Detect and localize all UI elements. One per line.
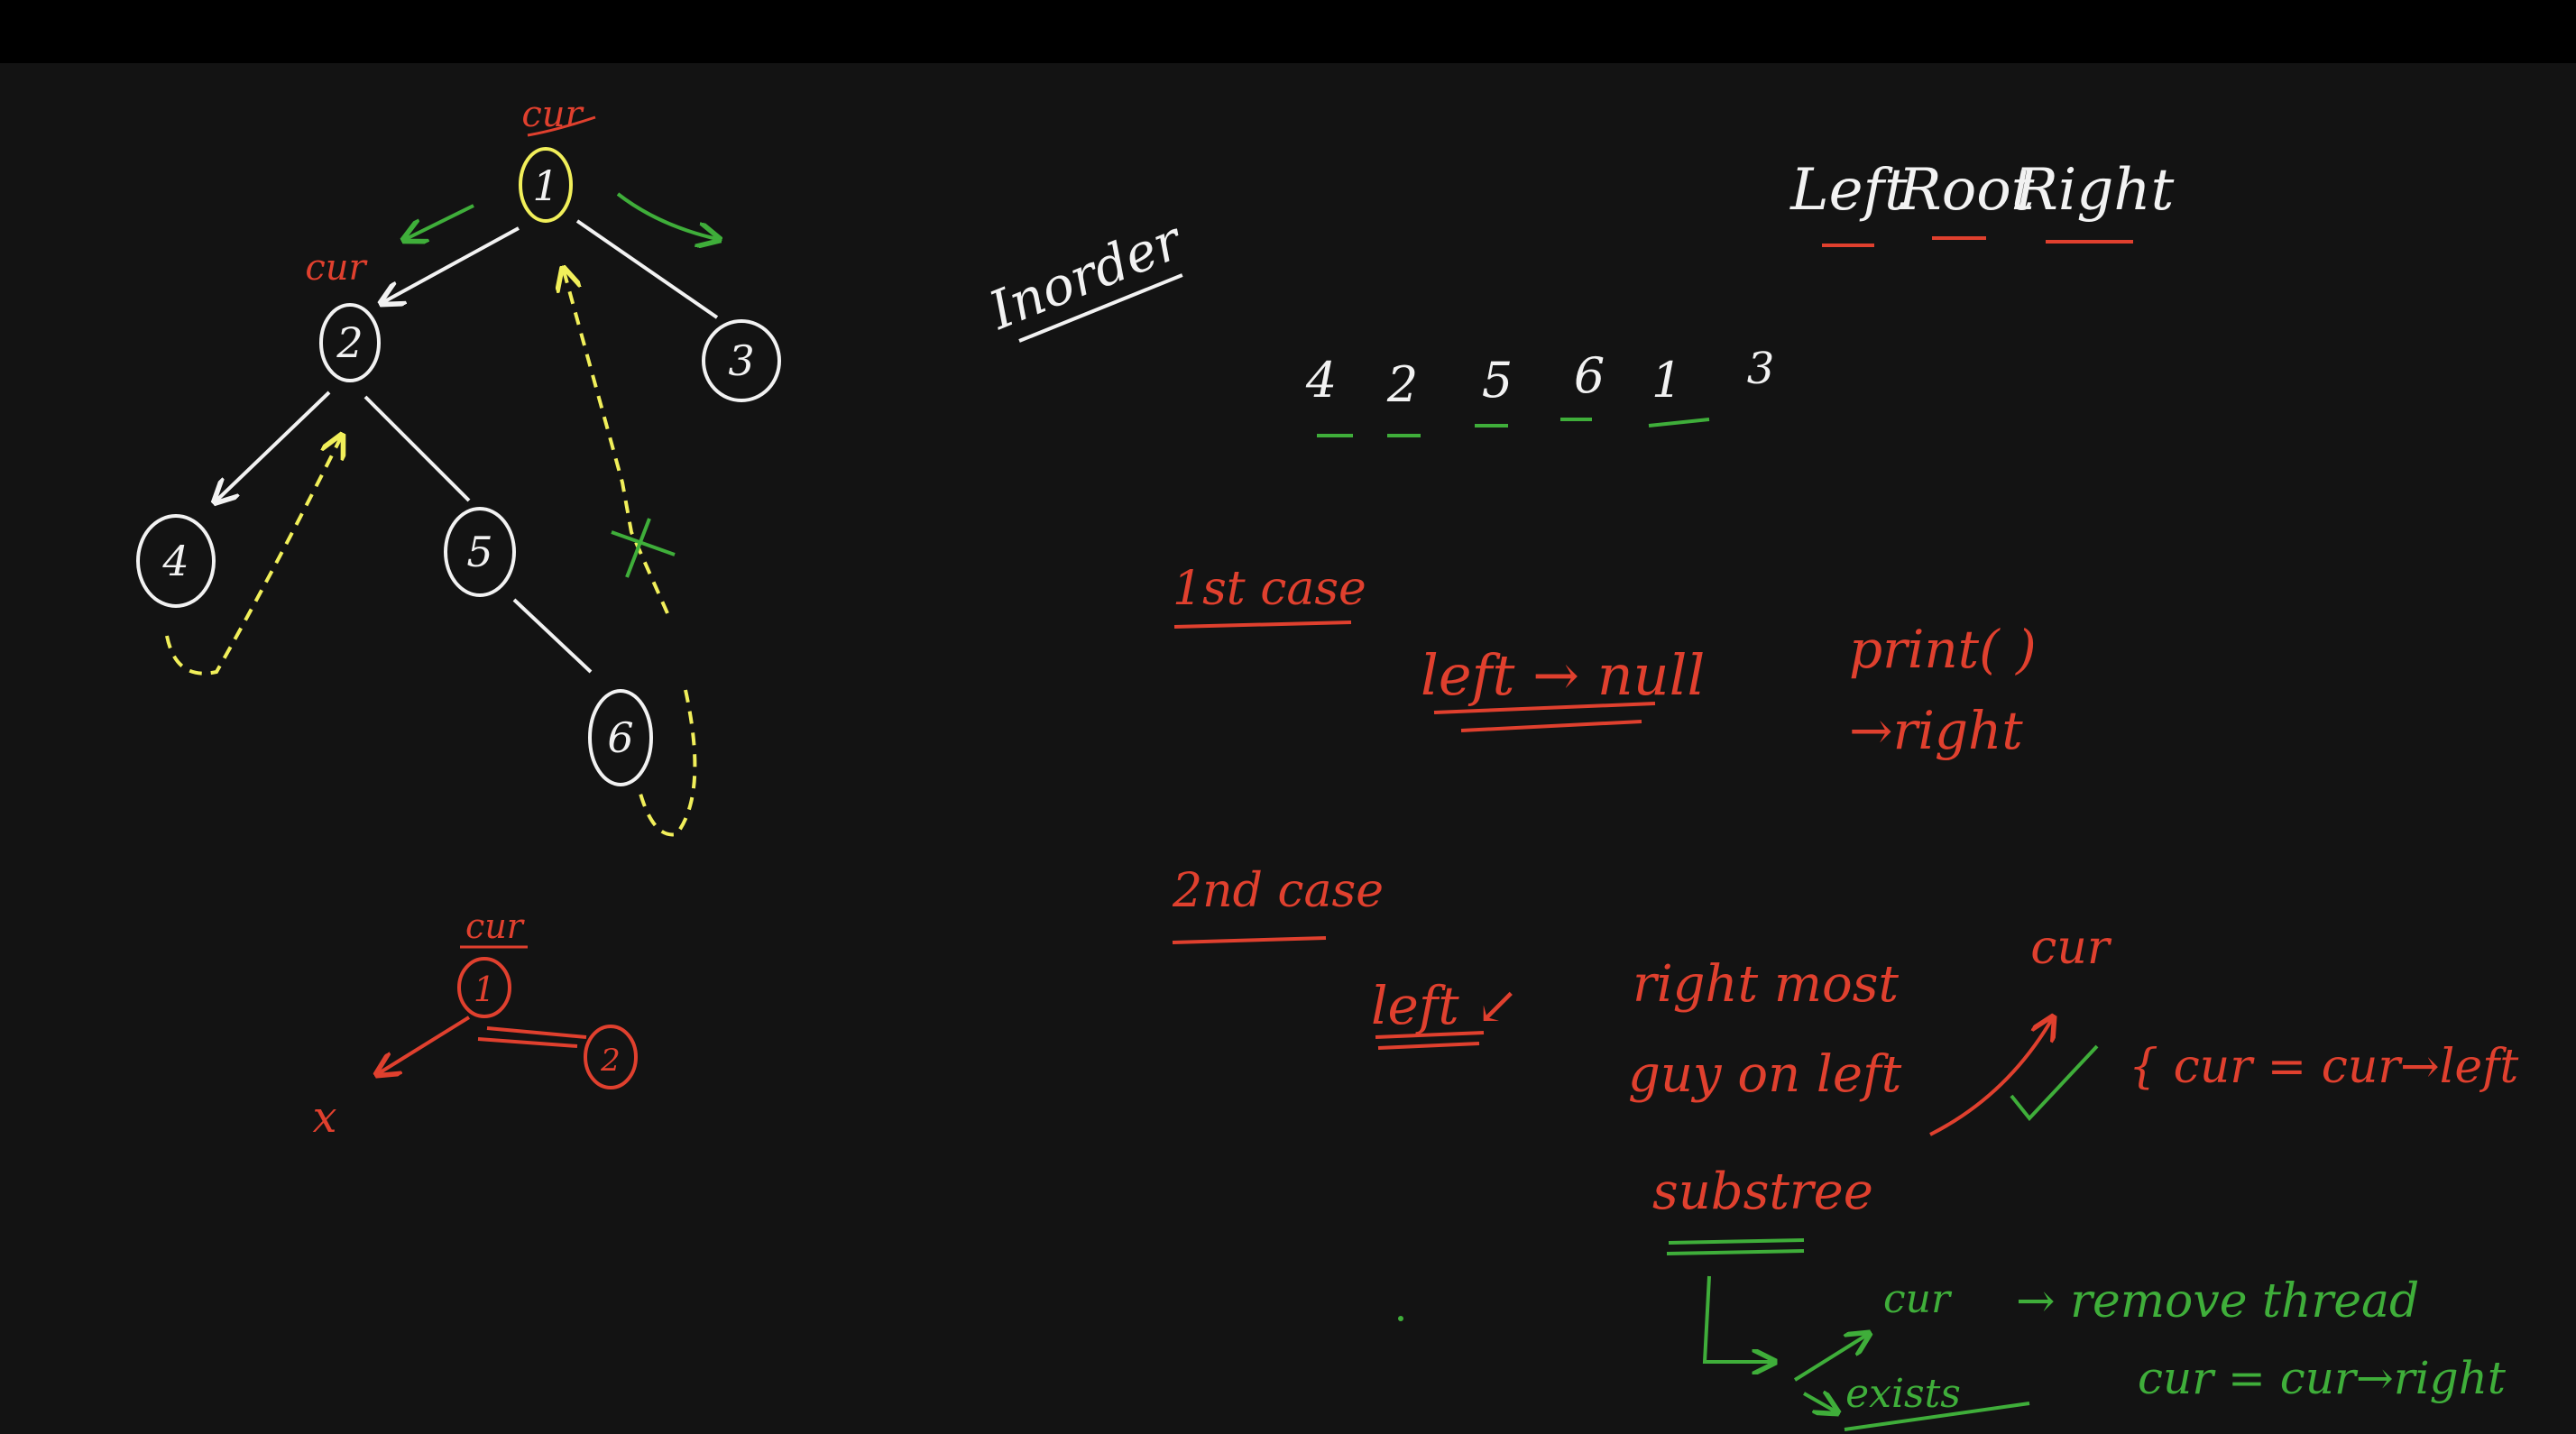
edge-5-6	[512, 598, 593, 674]
case-2-branch-exists: exists	[1845, 1371, 1961, 1417]
binary-tree: 1 2 3 4 5 6 cur cur	[136, 94, 781, 837]
sequence-item: 1	[1651, 352, 1682, 409]
case-2-left: left ↙	[1371, 975, 1520, 1036]
edge-2-4	[216, 391, 331, 501]
case-2-check	[2010, 1044, 2099, 1122]
case-2-title: 2nd case	[1172, 864, 1384, 918]
case-1-title: 1st case	[1173, 562, 1366, 616]
order-right: Right	[2014, 157, 2175, 224]
case-2-branch-cur: cur	[1883, 1276, 1953, 1322]
small-tree-cur-label: cur	[465, 906, 526, 946]
case-1-print: print( )	[1849, 619, 2037, 680]
svg-text:5: 5	[466, 528, 492, 576]
small-tree-cross: x	[312, 1092, 336, 1143]
tree-node-1: 1	[519, 147, 573, 223]
small-tree-node-1	[457, 957, 511, 1018]
case-1-condition: left → null	[1421, 642, 1705, 708]
inorder-sequence: 4 2 5 6 1 3	[1305, 344, 1775, 437]
case-2-rightmost-2: guy on left	[1628, 1045, 1902, 1104]
case-1-go-right: →right	[1849, 700, 2023, 761]
edge-2-5	[363, 395, 471, 502]
case-2-up-arrow	[1929, 1019, 2052, 1136]
tree-node-6: 6	[588, 689, 653, 786]
edge-1-2	[383, 226, 520, 302]
order-left: Left	[1789, 157, 1908, 224]
inorder-heading: Inorder	[980, 208, 1192, 343]
case-2-assign-left: { cur = cur→left	[2129, 1040, 2518, 1094]
svg-text:1: 1	[474, 970, 495, 1009]
thread-6-to-1	[639, 689, 697, 837]
case-2-branch-arrow	[1702, 1275, 1772, 1362]
case-2-remove-thread: → remove thread	[2016, 1274, 2419, 1328]
thread-up-to-1	[564, 271, 669, 614]
sequence-item: 2	[1386, 356, 1418, 413]
svg-text:1: 1	[532, 161, 558, 210]
tree-node-2: 2	[319, 303, 381, 382]
removed-thread-cross	[611, 518, 676, 578]
sequence-item: 5	[1482, 352, 1513, 409]
svg-text:Inorder: Inorder	[980, 208, 1192, 342]
edge-1-3	[575, 219, 719, 319]
sequence-item: 3	[1747, 344, 1775, 394]
sequence-item: 6	[1574, 347, 1605, 404]
sequence-item: 4	[1305, 352, 1337, 409]
small-tree: cur 1 2 x	[312, 906, 638, 1143]
traversal-order: Left Root Right	[1789, 157, 2175, 247]
cur-label-root: cur	[521, 94, 584, 135]
case-2-rightmost-3: substree	[1652, 1163, 1873, 1221]
blackboard	[0, 63, 2576, 1434]
thread-4-to-2	[165, 437, 341, 676]
green-arrow-right	[616, 192, 717, 239]
case-1: 1st case left → null print( ) →right	[1173, 562, 2037, 761]
svg-text:2: 2	[336, 318, 363, 367]
tree-node-3: 3	[702, 319, 781, 402]
case-2-cur: cur	[2030, 921, 2112, 975]
svg-text:3: 3	[728, 336, 754, 385]
top-black-bar	[0, 0, 2576, 63]
case-2: 2nd case left ↙ right most guy on left s…	[1172, 864, 2518, 1431]
green-arrow-left	[406, 204, 474, 239]
tree-node-4: 4	[136, 514, 216, 608]
svg-text:4: 4	[161, 537, 189, 585]
svg-text:6: 6	[607, 713, 633, 762]
small-tree-node-2	[584, 1025, 638, 1089]
order-root: Root	[1898, 157, 2035, 224]
stray-dot	[1398, 1316, 1403, 1321]
case-2-assign-right: cur = cur→right	[2138, 1352, 2507, 1404]
tree-node-5: 5	[444, 507, 516, 597]
svg-text:2: 2	[600, 1043, 621, 1079]
cur-label-node2: cur	[305, 247, 368, 289]
case-2-rightmost-1: right most	[1633, 955, 1899, 1014]
